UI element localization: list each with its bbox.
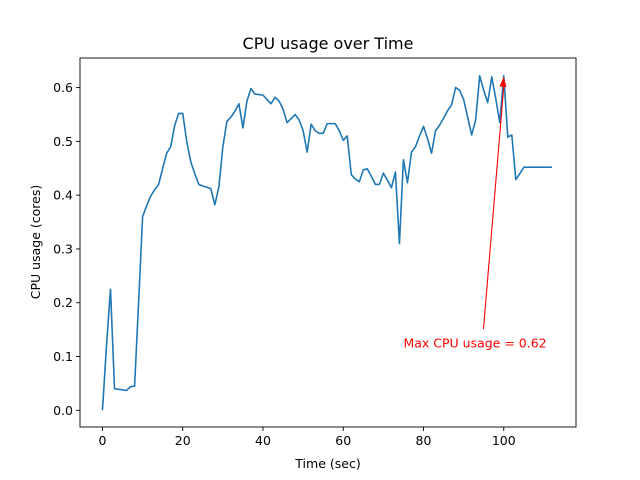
annotation-arrow-line [482,86,505,330]
y-tick-label: 0.0 [53,403,73,418]
annotation-arrow-head [499,76,507,88]
cpu-usage-series-line-0 [101,74,552,411]
plot-frame [79,57,577,428]
plot-area [79,57,577,428]
y-tick-label: 0.6 [53,80,73,95]
x-axis-ticks: 0 20 40 60 80 100 [98,427,516,448]
annotation: Max CPU usage = 0.62 [403,76,547,351]
x-tick-label: 20 [175,433,191,448]
x-axis-label: Time (sec) [294,456,360,471]
chart-title: CPU usage over Time [243,34,414,53]
y-axis-label: CPU usage (cores) [28,185,43,299]
y-tick-label: 0.1 [53,349,73,364]
x-tick-label: 0 [98,433,106,448]
x-tick-label: 40 [255,433,271,448]
y-tick-label: 0.2 [53,295,73,310]
y-tick-label: 0.3 [53,241,73,256]
x-tick-label: 80 [416,433,432,448]
y-tick-label: 0.5 [53,134,73,149]
annotation-label: Max CPU usage = 0.62 [403,336,546,351]
x-tick-label: 60 [335,433,351,448]
x-tick-label: 100 [492,433,516,448]
y-axis-ticks: 0.0 0.1 0.2 0.3 0.4 0.5 0.6 [53,80,80,418]
y-tick-label: 0.4 [53,188,73,203]
